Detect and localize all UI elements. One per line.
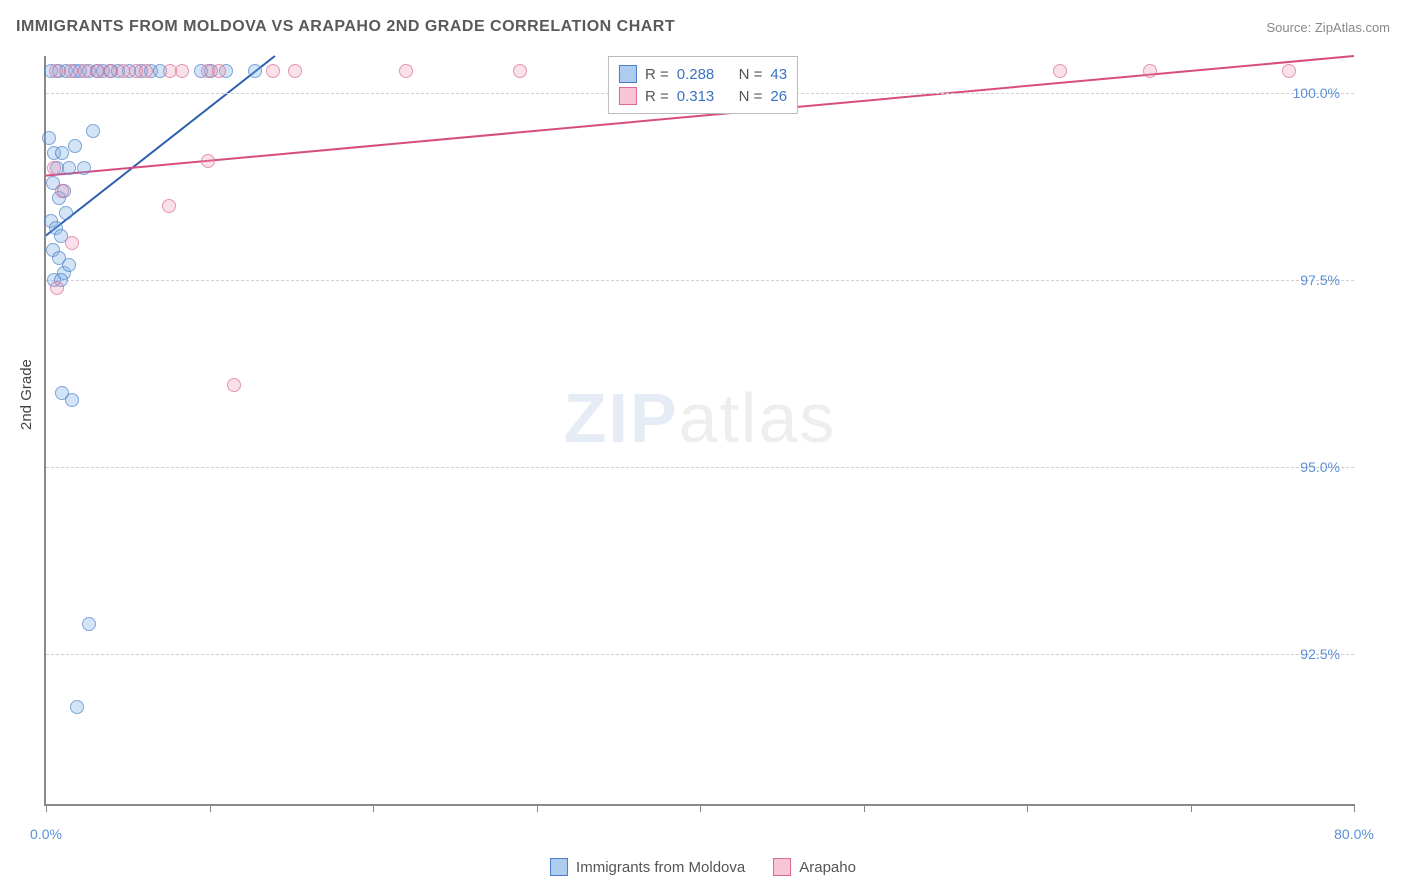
r-value: 0.313 — [677, 88, 715, 105]
scatter-point — [65, 236, 79, 250]
n-value: 43 — [770, 66, 787, 83]
scatter-point — [116, 64, 130, 78]
y-tick-label: 97.5% — [1300, 272, 1340, 288]
x-tick-label: 80.0% — [1334, 826, 1374, 842]
scatter-point — [47, 161, 61, 175]
x-tick — [537, 804, 538, 812]
swatch-icon — [619, 65, 637, 83]
scatter-point — [65, 393, 79, 407]
gridline — [46, 467, 1354, 468]
scatter-point — [399, 64, 413, 78]
scatter-point — [42, 131, 56, 145]
gridline — [46, 654, 1354, 655]
swatch-icon — [619, 87, 637, 105]
scatter-point — [1053, 64, 1067, 78]
title-bar: IMMIGRANTS FROM MOLDOVA VS ARAPAHO 2ND G… — [16, 18, 1390, 36]
scatter-point — [248, 64, 262, 78]
scatter-point — [49, 64, 63, 78]
x-tick — [864, 804, 865, 812]
scatter-point — [513, 64, 527, 78]
y-axis-title: 2nd Grade — [18, 359, 35, 430]
gridline — [46, 280, 1354, 281]
x-tick — [700, 804, 701, 812]
legend-label: Arapaho — [799, 859, 856, 876]
legend: Immigrants from Moldova Arapaho — [550, 858, 856, 876]
scatter-point — [62, 161, 76, 175]
x-tick-label: 0.0% — [30, 826, 62, 842]
legend-item: Arapaho — [773, 858, 856, 876]
scatter-point — [86, 124, 100, 138]
scatter-point — [201, 154, 215, 168]
scatter-point — [55, 146, 69, 160]
scatter-point — [59, 206, 73, 220]
scatter-point — [139, 64, 153, 78]
scatter-point — [82, 617, 96, 631]
watermark: ZIPatlas — [564, 378, 837, 458]
scatter-point — [227, 378, 241, 392]
correlation-stat-box: R = 0.288 N = 43 R = 0.313 N = 26 — [608, 56, 798, 114]
scatter-point — [68, 139, 82, 153]
watermark-left: ZIP — [564, 379, 679, 457]
x-tick — [1191, 804, 1192, 812]
scatter-point — [64, 64, 78, 78]
scatter-point — [78, 64, 92, 78]
scatter-point — [288, 64, 302, 78]
n-label: N = — [739, 88, 763, 105]
scatter-point — [1282, 64, 1296, 78]
scatter-point — [175, 64, 189, 78]
r-label: R = — [645, 88, 669, 105]
x-tick — [373, 804, 374, 812]
watermark-right: atlas — [679, 379, 837, 457]
y-tick-label: 100.0% — [1293, 85, 1340, 101]
y-tick-label: 95.0% — [1300, 459, 1340, 475]
swatch-icon — [773, 858, 791, 876]
x-tick — [46, 804, 47, 812]
x-tick — [1354, 804, 1355, 812]
scatter-point — [1143, 64, 1157, 78]
legend-item: Immigrants from Moldova — [550, 858, 745, 876]
chart-title: IMMIGRANTS FROM MOLDOVA VS ARAPAHO 2ND G… — [16, 18, 675, 36]
x-tick — [210, 804, 211, 812]
scatter-point — [103, 64, 117, 78]
r-value: 0.288 — [677, 66, 715, 83]
scatter-point — [162, 199, 176, 213]
scatter-point — [55, 184, 69, 198]
n-value: 26 — [770, 88, 787, 105]
scatter-plot: ZIPatlas 92.5%95.0%97.5%100.0%0.0%80.0% — [44, 56, 1354, 806]
r-label: R = — [645, 66, 669, 83]
scatter-point — [70, 700, 84, 714]
scatter-point — [62, 258, 76, 272]
scatter-point — [266, 64, 280, 78]
stat-row: R = 0.313 N = 26 — [619, 85, 787, 107]
n-label: N = — [739, 66, 763, 83]
scatter-point — [50, 281, 64, 295]
y-tick-label: 92.5% — [1300, 646, 1340, 662]
stat-row: R = 0.288 N = 43 — [619, 63, 787, 85]
legend-label: Immigrants from Moldova — [576, 859, 745, 876]
scatter-point — [212, 64, 226, 78]
source-attribution: Source: ZipAtlas.com — [1266, 20, 1390, 35]
swatch-icon — [550, 858, 568, 876]
scatter-point — [77, 161, 91, 175]
x-tick — [1027, 804, 1028, 812]
